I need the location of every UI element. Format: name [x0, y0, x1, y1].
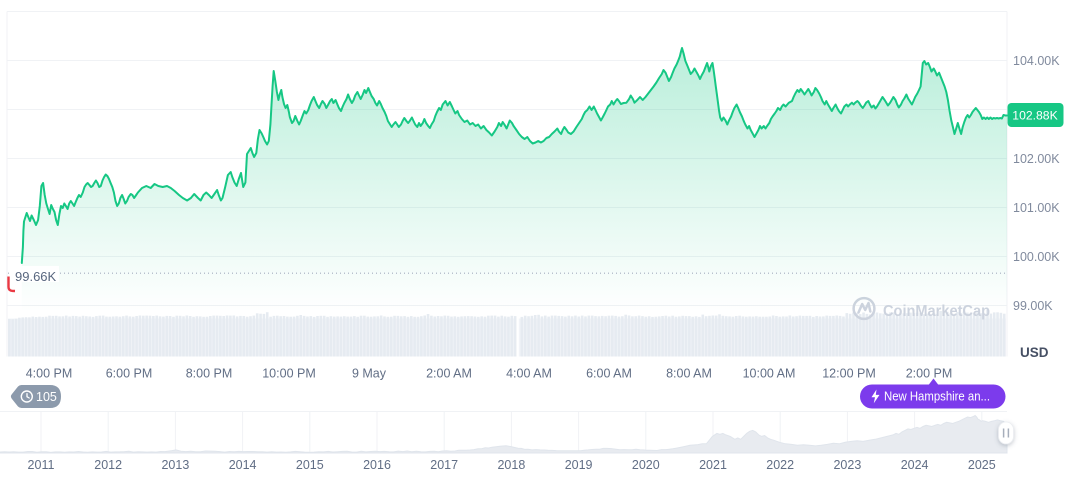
svg-text:104.00K: 104.00K: [1013, 54, 1060, 68]
svg-text:2014: 2014: [229, 458, 257, 472]
svg-text:101.00K: 101.00K: [1013, 201, 1060, 215]
svg-text:2011: 2011: [28, 458, 55, 472]
svg-text:2018: 2018: [497, 458, 525, 472]
svg-text:2:00 PM: 2:00 PM: [906, 367, 953, 381]
svg-text:4:00 PM: 4:00 PM: [26, 367, 73, 381]
svg-text:8:00 PM: 8:00 PM: [186, 367, 233, 381]
svg-text:6:00 AM: 6:00 AM: [586, 367, 632, 381]
svg-text:4:00 AM: 4:00 AM: [506, 367, 552, 381]
svg-text:8:00 AM: 8:00 AM: [666, 367, 712, 381]
svg-text:10:00 PM: 10:00 PM: [262, 367, 316, 381]
svg-text:2022: 2022: [766, 458, 794, 472]
svg-text:6:00 PM: 6:00 PM: [106, 367, 153, 381]
svg-text:12:00 PM: 12:00 PM: [822, 367, 876, 381]
svg-text:2:00 AM: 2:00 AM: [426, 367, 472, 381]
svg-text:99.00K: 99.00K: [1013, 299, 1053, 313]
svg-text:2016: 2016: [363, 458, 391, 472]
svg-text:2012: 2012: [94, 458, 122, 472]
svg-text:2017: 2017: [430, 458, 458, 472]
svg-text:2019: 2019: [565, 458, 593, 472]
svg-text:New Hampshire an...: New Hampshire an...: [884, 390, 990, 404]
svg-text:USD: USD: [1020, 345, 1049, 360]
svg-text:10:00 AM: 10:00 AM: [743, 367, 796, 381]
svg-text:2021: 2021: [699, 458, 727, 472]
svg-text:102.88K: 102.88K: [1012, 108, 1057, 122]
svg-text:9 May: 9 May: [352, 367, 387, 381]
svg-text:100.00K: 100.00K: [1013, 250, 1060, 264]
svg-text:105: 105: [36, 390, 57, 404]
svg-text:102.00K: 102.00K: [1013, 152, 1060, 166]
svg-text:2013: 2013: [161, 458, 189, 472]
svg-text:2023: 2023: [833, 458, 861, 472]
svg-text:99.66K: 99.66K: [15, 269, 57, 284]
svg-text:2025: 2025: [968, 458, 996, 472]
svg-text:2020: 2020: [632, 458, 660, 472]
svg-text:2024: 2024: [901, 458, 929, 472]
svg-text:2015: 2015: [296, 458, 324, 472]
